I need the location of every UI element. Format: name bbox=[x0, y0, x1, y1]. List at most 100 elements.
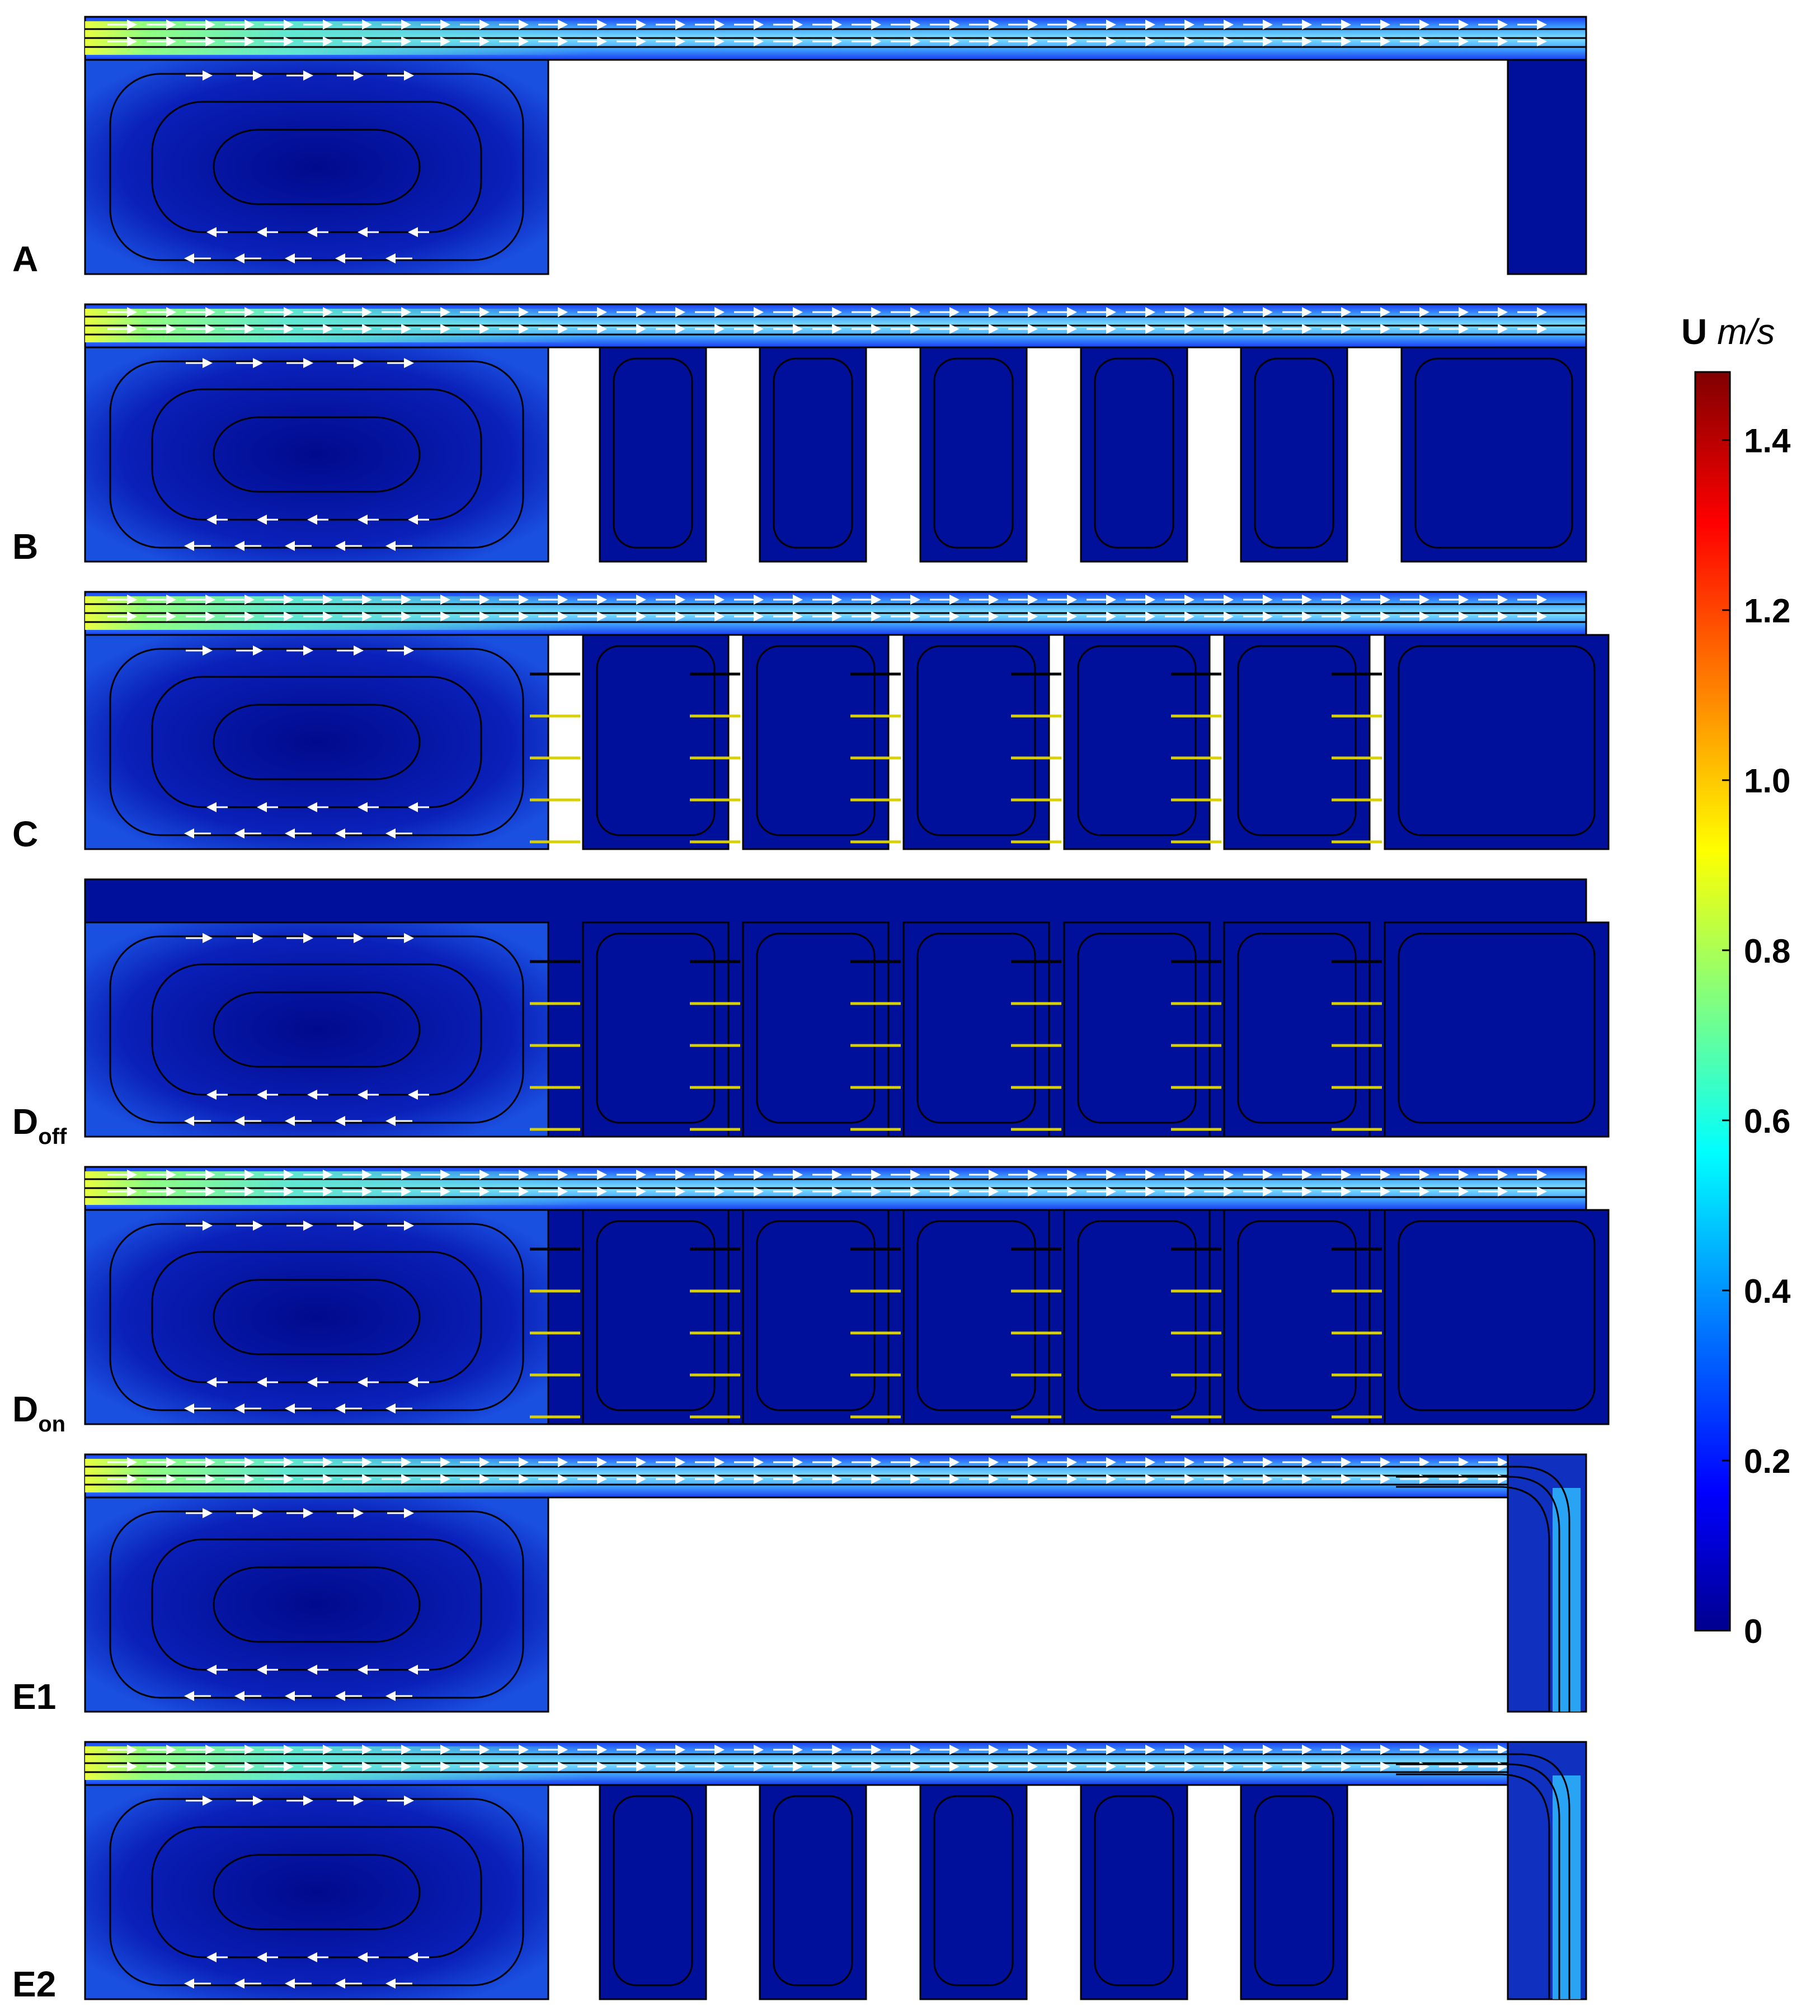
streamline bbox=[1396, 1773, 1550, 1999]
side-chamber bbox=[1384, 1209, 1610, 1425]
side-chamber bbox=[742, 634, 890, 850]
side-chamber bbox=[902, 1209, 1050, 1425]
panel-label-main: D bbox=[12, 1101, 38, 1142]
streamline bbox=[933, 1795, 1014, 1986]
streamline bbox=[613, 1795, 693, 1986]
streamline bbox=[1237, 645, 1357, 836]
colorbar-unit: m/s bbox=[1717, 312, 1775, 352]
colorbar-tick-label: 1.4 bbox=[1744, 422, 1791, 460]
streamline bbox=[756, 645, 876, 836]
streamline bbox=[213, 704, 421, 780]
streamline bbox=[756, 932, 876, 1124]
streamline bbox=[213, 129, 421, 205]
colorbar-tick-label: 1.2 bbox=[1744, 592, 1790, 630]
colorbar-tick-label: 0.4 bbox=[1744, 1273, 1791, 1310]
side-chamber bbox=[599, 346, 707, 563]
streamline bbox=[213, 991, 421, 1068]
main-cavity bbox=[84, 921, 549, 1138]
side-chamber bbox=[759, 346, 867, 563]
panel-label: Doff bbox=[12, 1101, 67, 1149]
streamline bbox=[916, 932, 1036, 1124]
streamline bbox=[1094, 357, 1174, 549]
side-chamber bbox=[1063, 1209, 1211, 1425]
streamline bbox=[773, 357, 853, 549]
panel-label-main: B bbox=[12, 526, 38, 567]
streamline bbox=[1254, 1795, 1334, 1986]
streamline bbox=[109, 1798, 524, 1986]
panel-label: E1 bbox=[12, 1676, 56, 1717]
panel-Doff: Doff bbox=[12, 878, 1610, 1149]
colorbar-tick-label: 0 bbox=[1744, 1613, 1762, 1650]
streamline bbox=[1396, 1753, 1570, 1999]
streamline bbox=[916, 1220, 1036, 1411]
side-chamber bbox=[1223, 634, 1371, 850]
side-chamber bbox=[1080, 1784, 1188, 2000]
side-chamber bbox=[742, 921, 890, 1138]
panel-label-sub: on bbox=[38, 1412, 65, 1436]
panel-label: Don bbox=[12, 1389, 65, 1436]
streamline bbox=[613, 357, 693, 549]
colorbar-tick-label: 0.2 bbox=[1744, 1443, 1790, 1480]
streamline bbox=[109, 935, 524, 1124]
panel-label: A bbox=[12, 239, 38, 279]
main-cavity bbox=[84, 1209, 549, 1425]
streamline bbox=[109, 648, 524, 836]
panel-label-main: D bbox=[12, 1389, 38, 1429]
side-chamber bbox=[1240, 346, 1348, 563]
side-chamber bbox=[902, 921, 1050, 1138]
panel-label: E2 bbox=[12, 1964, 56, 2004]
streamline bbox=[756, 1220, 876, 1411]
streamline bbox=[1414, 357, 1573, 549]
side-chamber bbox=[1063, 921, 1211, 1138]
main-cavity bbox=[84, 59, 549, 275]
panel-label-sub: off bbox=[38, 1124, 67, 1149]
colorbar-symbol: U bbox=[1681, 312, 1707, 352]
streamline bbox=[1396, 1486, 1550, 1712]
velocity-colorbar: 0 0.2 0.4 0.6 0.8 1.0 1.2 1.4 U m/s bbox=[1681, 312, 1791, 1650]
streamline bbox=[1398, 932, 1596, 1124]
streamline bbox=[109, 1510, 524, 1699]
side-chamber bbox=[759, 1784, 867, 2000]
side-chamber bbox=[1384, 634, 1610, 850]
streamline bbox=[1237, 1220, 1357, 1411]
downflow-jet bbox=[1553, 1488, 1581, 1712]
side-chamber bbox=[1384, 921, 1610, 1138]
streamline bbox=[1254, 357, 1334, 549]
streamline bbox=[1077, 932, 1197, 1124]
side-chamber bbox=[1400, 346, 1587, 563]
main-cavity bbox=[84, 634, 549, 850]
side-chamber bbox=[742, 1209, 890, 1425]
side-chamber bbox=[1080, 346, 1188, 563]
streamline bbox=[1398, 645, 1596, 836]
outlet-chamber bbox=[1507, 59, 1587, 275]
streamline bbox=[1398, 1220, 1596, 1411]
streamline bbox=[773, 1795, 853, 1986]
side-chamber bbox=[919, 1784, 1028, 2000]
main-cavity bbox=[84, 1784, 549, 2000]
panel-label: C bbox=[12, 814, 38, 854]
streamline bbox=[1396, 1466, 1570, 1712]
panel-label-main: E1 bbox=[12, 1676, 56, 1717]
streamline bbox=[596, 932, 716, 1124]
streamline bbox=[109, 360, 524, 549]
streamline bbox=[213, 1854, 421, 1930]
panel-B: B bbox=[12, 303, 1587, 567]
streamline bbox=[213, 416, 421, 493]
streamline bbox=[1396, 1763, 1560, 1999]
streamline bbox=[213, 1566, 421, 1643]
streamline bbox=[213, 1279, 421, 1355]
side-chamber bbox=[1240, 1784, 1348, 2000]
streamline bbox=[1077, 1220, 1197, 1411]
side-chamber bbox=[1223, 921, 1371, 1138]
side-chamber bbox=[582, 1209, 730, 1425]
streamline bbox=[109, 1223, 524, 1411]
streamline bbox=[1396, 1476, 1560, 1712]
main-cavity bbox=[84, 1496, 549, 1713]
panel-E2: E2 bbox=[12, 1741, 1587, 2004]
panel-label-main: E2 bbox=[12, 1964, 56, 2004]
streamline bbox=[1237, 932, 1357, 1124]
side-chamber bbox=[599, 1784, 707, 2000]
